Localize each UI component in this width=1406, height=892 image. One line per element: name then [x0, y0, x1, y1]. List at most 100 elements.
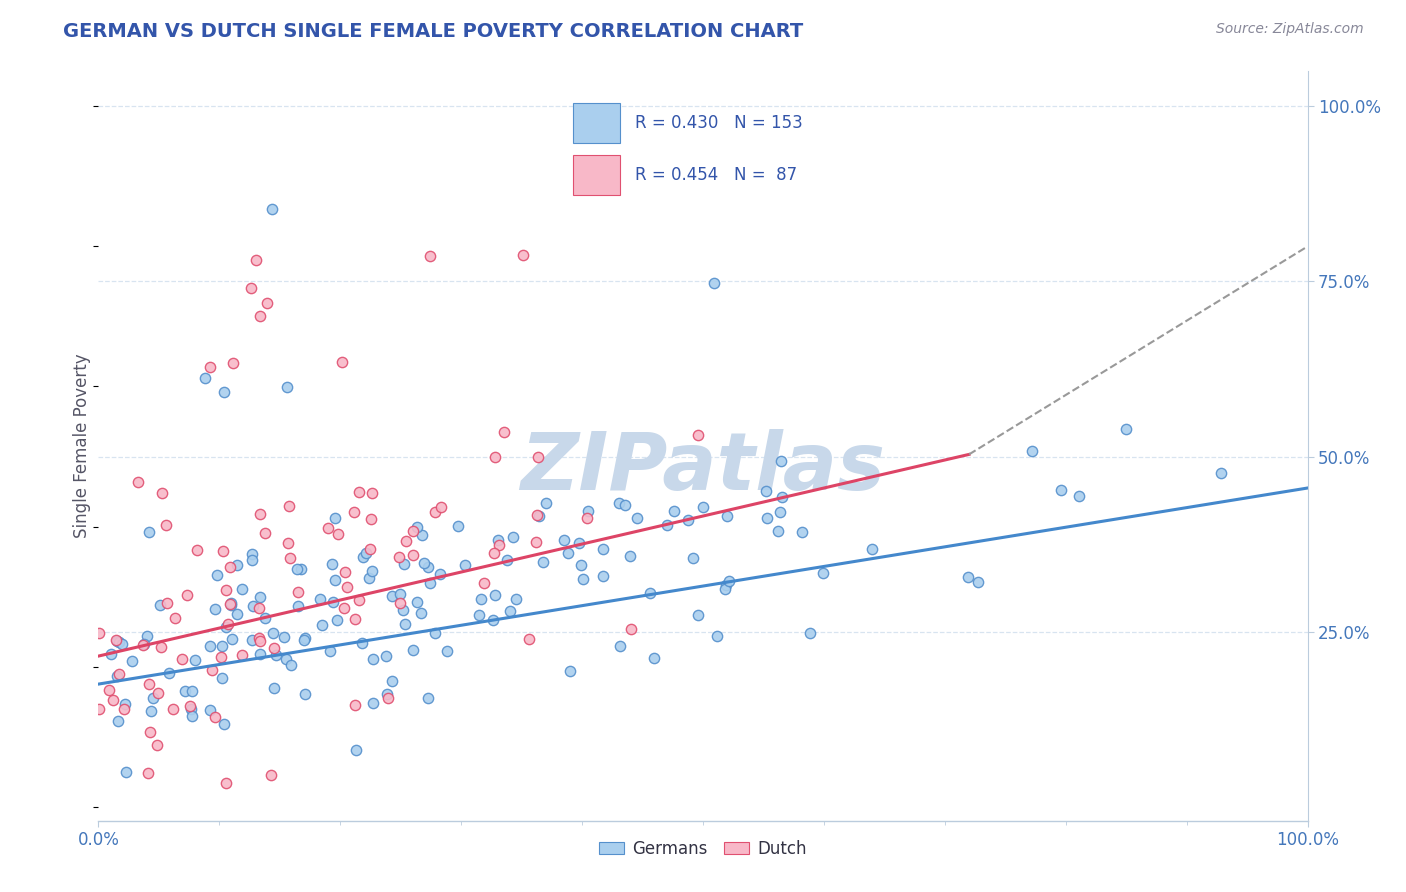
Point — [280, 657, 302, 672]
Point — [388, 596, 411, 610]
Point — [183, 653, 205, 667]
Point — [249, 309, 271, 323]
Point — [416, 691, 439, 706]
Point — [418, 559, 440, 574]
Point — [321, 558, 343, 572]
Point — [714, 577, 737, 591]
Point — [429, 566, 451, 581]
Point — [103, 693, 125, 707]
Point — [215, 776, 238, 790]
Point — [240, 632, 263, 647]
Point — [217, 616, 239, 631]
Point — [138, 676, 160, 690]
Point — [756, 511, 779, 525]
Point — [247, 631, 270, 645]
Point — [111, 637, 134, 651]
Point — [423, 505, 446, 519]
Point — [173, 683, 195, 698]
Point — [194, 371, 217, 385]
Point — [688, 608, 710, 623]
Point — [557, 546, 579, 560]
Point — [319, 644, 342, 658]
Point — [148, 686, 170, 700]
Point — [429, 500, 451, 514]
Point — [247, 601, 270, 615]
Point — [131, 638, 153, 652]
Point — [107, 714, 129, 728]
Point — [860, 541, 883, 556]
Point — [205, 568, 228, 582]
Point — [486, 533, 509, 548]
Point — [488, 538, 510, 552]
Point — [482, 546, 505, 560]
Point — [211, 671, 233, 685]
Point — [104, 632, 127, 647]
Point — [703, 276, 725, 290]
Point — [392, 603, 415, 617]
Point — [558, 664, 581, 678]
Point — [356, 546, 378, 560]
Point — [524, 535, 547, 549]
Point — [571, 572, 593, 586]
Point — [204, 601, 226, 615]
Point — [363, 696, 385, 710]
Point — [706, 629, 728, 643]
Point — [402, 643, 425, 657]
Point — [388, 549, 411, 564]
Point — [273, 630, 295, 644]
Point — [790, 525, 813, 540]
Point — [294, 688, 316, 702]
Point — [770, 453, 793, 467]
Point — [245, 253, 267, 268]
Point — [402, 548, 425, 562]
Point — [492, 425, 515, 440]
Point — [136, 766, 159, 780]
Point — [607, 496, 630, 510]
Point — [956, 570, 979, 584]
Point — [352, 636, 374, 650]
Point — [242, 599, 264, 614]
Point — [276, 380, 298, 394]
Point — [263, 681, 285, 696]
Point — [221, 596, 243, 610]
Point — [799, 626, 821, 640]
Point — [592, 541, 614, 556]
Point — [332, 601, 354, 615]
Point — [638, 586, 661, 600]
Point — [211, 640, 233, 654]
Point — [240, 547, 263, 561]
Point — [714, 582, 737, 596]
Point — [287, 585, 309, 599]
Point — [967, 575, 990, 590]
Point — [212, 385, 235, 400]
Point — [287, 599, 309, 613]
Point — [436, 644, 458, 658]
Point — [156, 596, 179, 610]
Point — [97, 683, 120, 698]
Point — [472, 575, 495, 590]
Point — [496, 552, 519, 566]
Point — [212, 717, 235, 731]
Point — [100, 647, 122, 661]
Point — [240, 281, 263, 295]
Point — [375, 649, 398, 664]
Point — [209, 650, 232, 665]
Point — [290, 562, 312, 576]
Point — [361, 485, 384, 500]
Point — [215, 620, 238, 634]
Point — [688, 428, 710, 442]
Point — [512, 247, 534, 261]
Point — [309, 591, 332, 606]
Point — [240, 553, 263, 567]
Point — [264, 648, 287, 662]
Point — [115, 764, 138, 779]
Point — [576, 504, 599, 518]
Point — [470, 592, 492, 607]
Point — [357, 571, 380, 585]
Point — [262, 202, 284, 216]
Point — [149, 640, 172, 655]
Point — [326, 613, 349, 627]
Point — [692, 500, 714, 515]
Point — [204, 710, 226, 724]
Point — [569, 558, 592, 572]
